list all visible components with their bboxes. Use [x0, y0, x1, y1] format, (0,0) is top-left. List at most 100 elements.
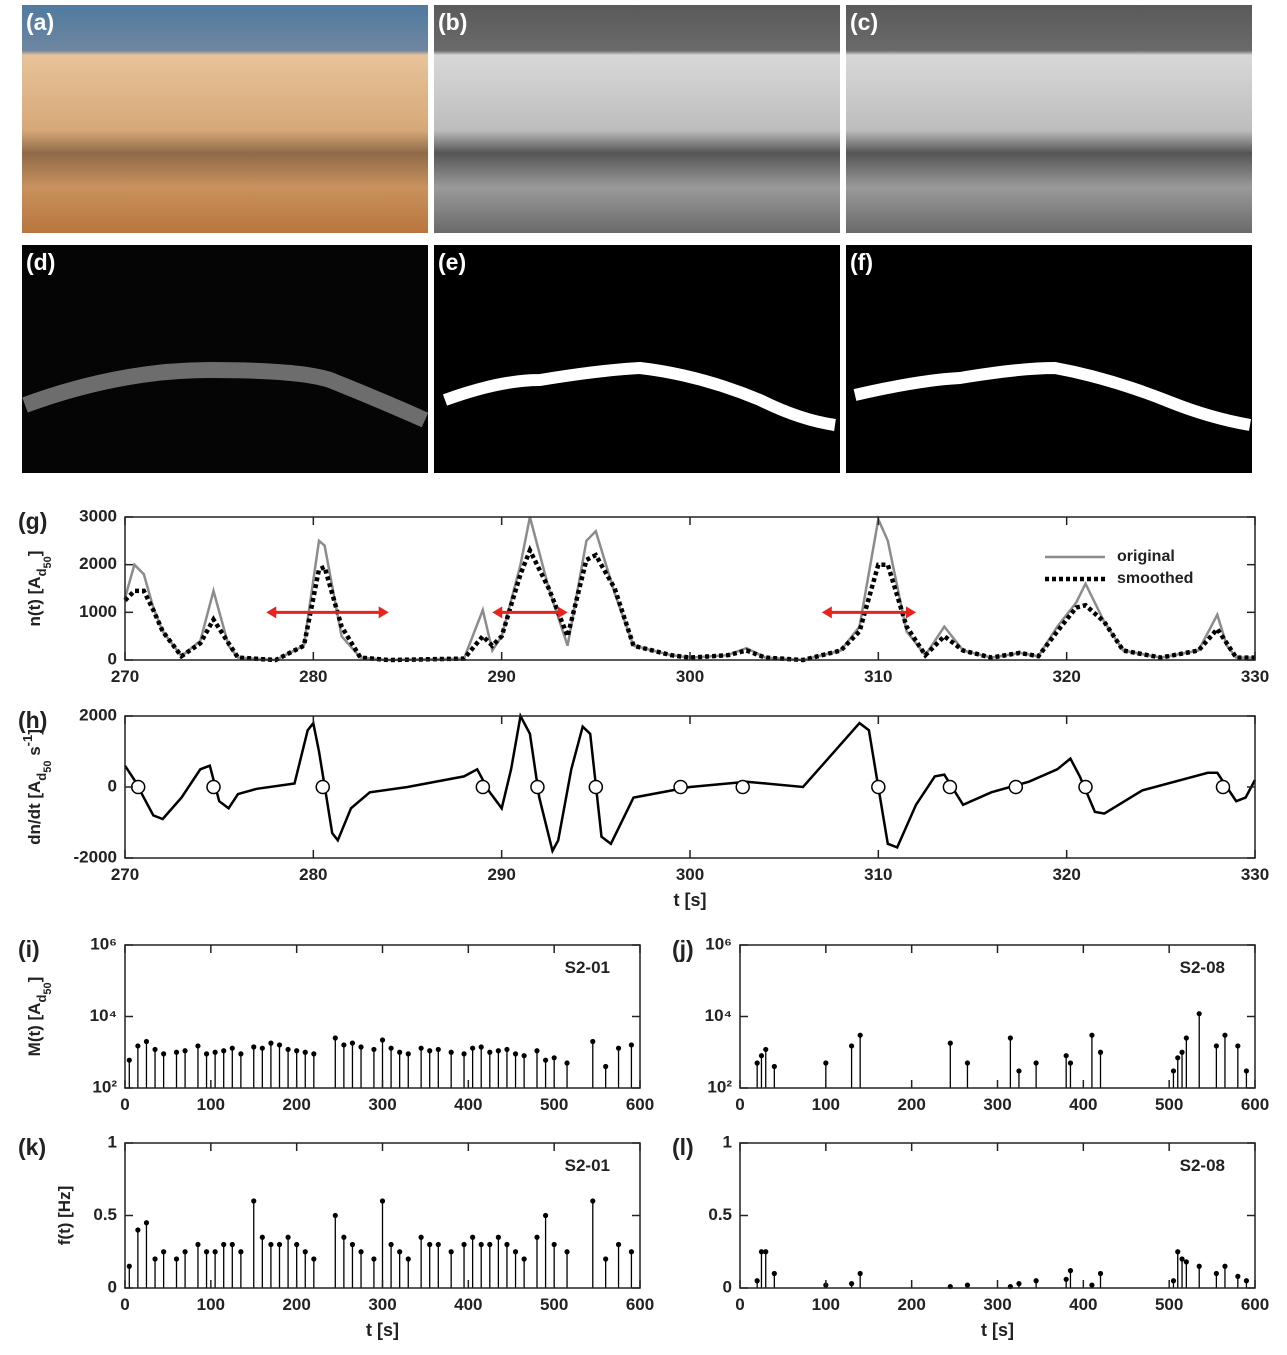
stem-dot	[1067, 1060, 1074, 1066]
x-tick-label: 0	[735, 1095, 744, 1114]
x-tick-label: 400	[454, 1295, 482, 1314]
stem-dot	[311, 1256, 317, 1262]
stem-dot	[427, 1048, 433, 1054]
stem-dot	[1175, 1055, 1181, 1061]
x-tick-label: 330	[1241, 667, 1269, 686]
stem-dot	[152, 1256, 158, 1262]
stem-dot	[771, 1063, 777, 1070]
stem-dot	[848, 1281, 855, 1287]
stem-dot	[771, 1270, 777, 1277]
x-tick-label: 310	[864, 865, 892, 884]
stem-dot	[229, 1045, 235, 1051]
stem-dot	[512, 1249, 519, 1255]
x-tick-label: 600	[1241, 1295, 1269, 1314]
stem-dot	[1063, 1053, 1069, 1059]
y-axis-label: n(t) [Ad50]	[25, 551, 54, 627]
stem-dot	[628, 1042, 635, 1048]
y-tick-label: 1	[108, 1132, 117, 1151]
stem-dot	[435, 1046, 441, 1053]
stem-dot	[238, 1051, 244, 1057]
legend-label: original	[1117, 548, 1175, 565]
stem-dot	[276, 1241, 283, 1248]
stem-dot	[857, 1032, 863, 1038]
y-axis-label-part: n(t) [A	[25, 576, 44, 626]
zero-crossing	[1008, 779, 1024, 795]
x-tick-label: 0	[735, 1295, 744, 1314]
panel-label: (g)	[18, 508, 47, 534]
zero-crossing	[1078, 779, 1093, 795]
y-axis-label-part: -1	[20, 735, 35, 747]
x-tick-label: 280	[299, 667, 327, 686]
stem-dot	[478, 1044, 484, 1050]
x-tick-label: 500	[540, 1095, 568, 1114]
y-tick-label: 2000	[79, 705, 117, 724]
stem-dot	[542, 1057, 549, 1063]
y-axis-label-part: ]	[25, 551, 44, 557]
photo	[22, 245, 428, 473]
stem-dot	[285, 1234, 291, 1240]
y-axis-label: f(t) [Hz]	[55, 1186, 74, 1245]
y-tick-label: 0	[723, 1277, 732, 1296]
stem-dot	[615, 1241, 622, 1248]
panel-label: (c)	[850, 9, 878, 35]
stem-dot	[143, 1038, 150, 1045]
stem-dot	[1097, 1049, 1104, 1055]
y-tick-label: 10⁶	[705, 934, 732, 953]
y-tick-label: 0.5	[708, 1205, 732, 1224]
y-axis-label: M(t) [Ad50]	[25, 977, 54, 1057]
arrow-head	[492, 606, 503, 619]
stem-dot	[405, 1256, 411, 1262]
x-tick-label: 300	[368, 1295, 396, 1314]
stem-dot	[534, 1048, 540, 1054]
stem-dot	[388, 1241, 394, 1248]
stem-dot	[564, 1060, 570, 1066]
stem-dot	[173, 1049, 180, 1055]
stem-dot	[448, 1249, 454, 1255]
stem-dot	[964, 1060, 971, 1066]
stem-dot	[427, 1241, 433, 1248]
y-axis-label-part: 50	[42, 982, 54, 994]
stem-dot	[947, 1040, 953, 1046]
arrow-head	[378, 606, 389, 619]
panel-label: (l)	[672, 1134, 694, 1160]
y-tick-label: 10²	[707, 1077, 732, 1096]
x-tick-label: 270	[111, 865, 139, 884]
stem-dot	[1196, 1011, 1202, 1017]
y-tick-label: 10⁴	[705, 1006, 732, 1025]
stem-dot	[1222, 1032, 1228, 1038]
stem-dot	[964, 1282, 971, 1288]
x-tick-label: 500	[1155, 1095, 1183, 1114]
y-axis-label-part: 50	[42, 761, 54, 773]
stem-dot	[203, 1249, 210, 1255]
x-tick-label: 300	[368, 1095, 396, 1114]
stem-dot	[461, 1051, 467, 1057]
x-axis-label: t [s]	[366, 1320, 399, 1340]
interval-arrow	[821, 606, 916, 619]
y-tick-label: 0	[108, 776, 117, 795]
y-tick-label: -2000	[74, 847, 117, 866]
zero-crossing	[673, 779, 688, 795]
stem-dot	[1033, 1278, 1039, 1284]
y-tick-label: 2000	[79, 554, 117, 573]
x-tick-label: 600	[626, 1095, 654, 1114]
stem-dot	[470, 1234, 476, 1240]
detected-band	[442, 361, 836, 431]
y-tick-label: 1000	[79, 602, 117, 621]
zero-crossing	[530, 779, 545, 795]
x-tick-label: 290	[487, 865, 515, 884]
stem-dot	[285, 1046, 291, 1053]
stem-dot	[1243, 1278, 1250, 1284]
stem-dot	[302, 1049, 308, 1055]
stem-dot	[1067, 1268, 1074, 1274]
x-tick-label: 320	[1052, 667, 1080, 686]
x-tick-label: 330	[1241, 865, 1269, 884]
stem-dot	[1016, 1068, 1022, 1074]
line-series	[123, 712, 1257, 855]
stem-dot	[1170, 1278, 1177, 1284]
stem-dot	[628, 1249, 635, 1255]
zero-crossing	[588, 779, 604, 795]
detected-band	[22, 361, 429, 428]
y-axis-label-part: s	[25, 746, 44, 760]
zero-crossing	[942, 779, 958, 795]
